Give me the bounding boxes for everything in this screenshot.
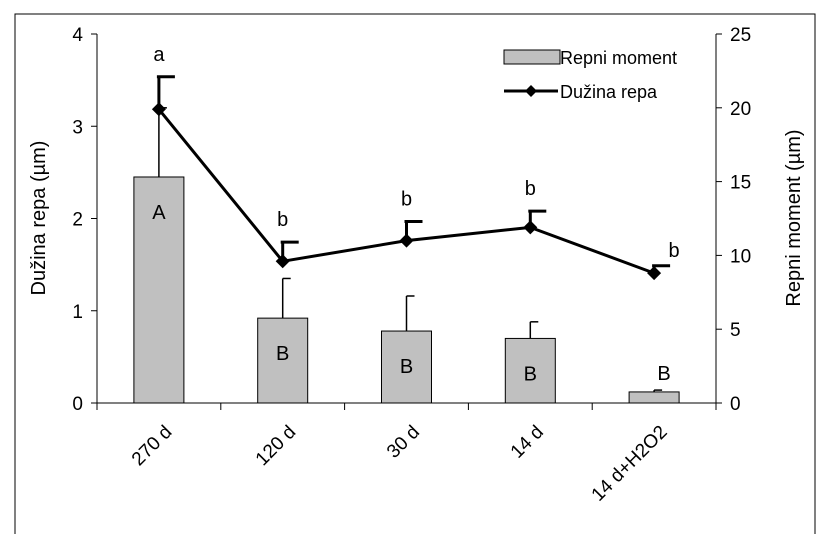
legend-label-line: Dužina repa [560, 82, 658, 102]
category-label: 120 d [252, 422, 300, 470]
line-label: b [669, 240, 680, 262]
legend-label-bar: Repni moment [560, 48, 677, 68]
line-label: b [401, 188, 412, 210]
bar-label: B [657, 363, 670, 385]
line-marker [275, 254, 290, 269]
right-tick-label: 5 [730, 320, 741, 341]
line-marker [399, 233, 414, 248]
left-tick-label: 4 [72, 25, 83, 46]
category-label: 14 d+H2O2 [588, 422, 672, 506]
right-tick-label: 20 [730, 99, 751, 120]
right-tick-label: 25 [730, 25, 751, 46]
line-marker [523, 220, 538, 235]
line-marker [151, 102, 166, 117]
bar [133, 176, 185, 404]
legend-swatch-bar [503, 49, 561, 65]
category-label: 270 d [128, 422, 176, 470]
bar-label: A [152, 202, 166, 224]
line-label: b [525, 178, 536, 200]
left-tick-label: 1 [72, 302, 83, 323]
right-tick-label: 15 [730, 173, 751, 194]
right-tick-label: 0 [730, 394, 741, 415]
line-label: b [277, 209, 288, 231]
legend: Repni moment Dužina repa [503, 48, 677, 102]
category-label: 30 d [383, 422, 424, 463]
bar [504, 337, 556, 404]
right-tick-label: 10 [730, 246, 751, 267]
left-tick-label: 2 [72, 210, 83, 231]
line-label: a [153, 44, 165, 66]
left-tick-label: 0 [72, 394, 83, 415]
bar [381, 330, 432, 404]
category-label: 14 d [507, 422, 548, 463]
line-marker [647, 266, 662, 281]
bar-label: B [400, 356, 413, 378]
left-axis-title: Dužina repa (µm) [28, 141, 50, 296]
right-axis-title: Repni moment (µm) [783, 129, 805, 306]
chart-border [14, 13, 816, 534]
left-tick-label: 3 [72, 117, 83, 138]
bar-label: B [276, 343, 289, 365]
legend-swatch-marker [525, 85, 537, 97]
bar [257, 317, 309, 404]
bar-label: B [524, 363, 537, 385]
bar [628, 391, 680, 404]
